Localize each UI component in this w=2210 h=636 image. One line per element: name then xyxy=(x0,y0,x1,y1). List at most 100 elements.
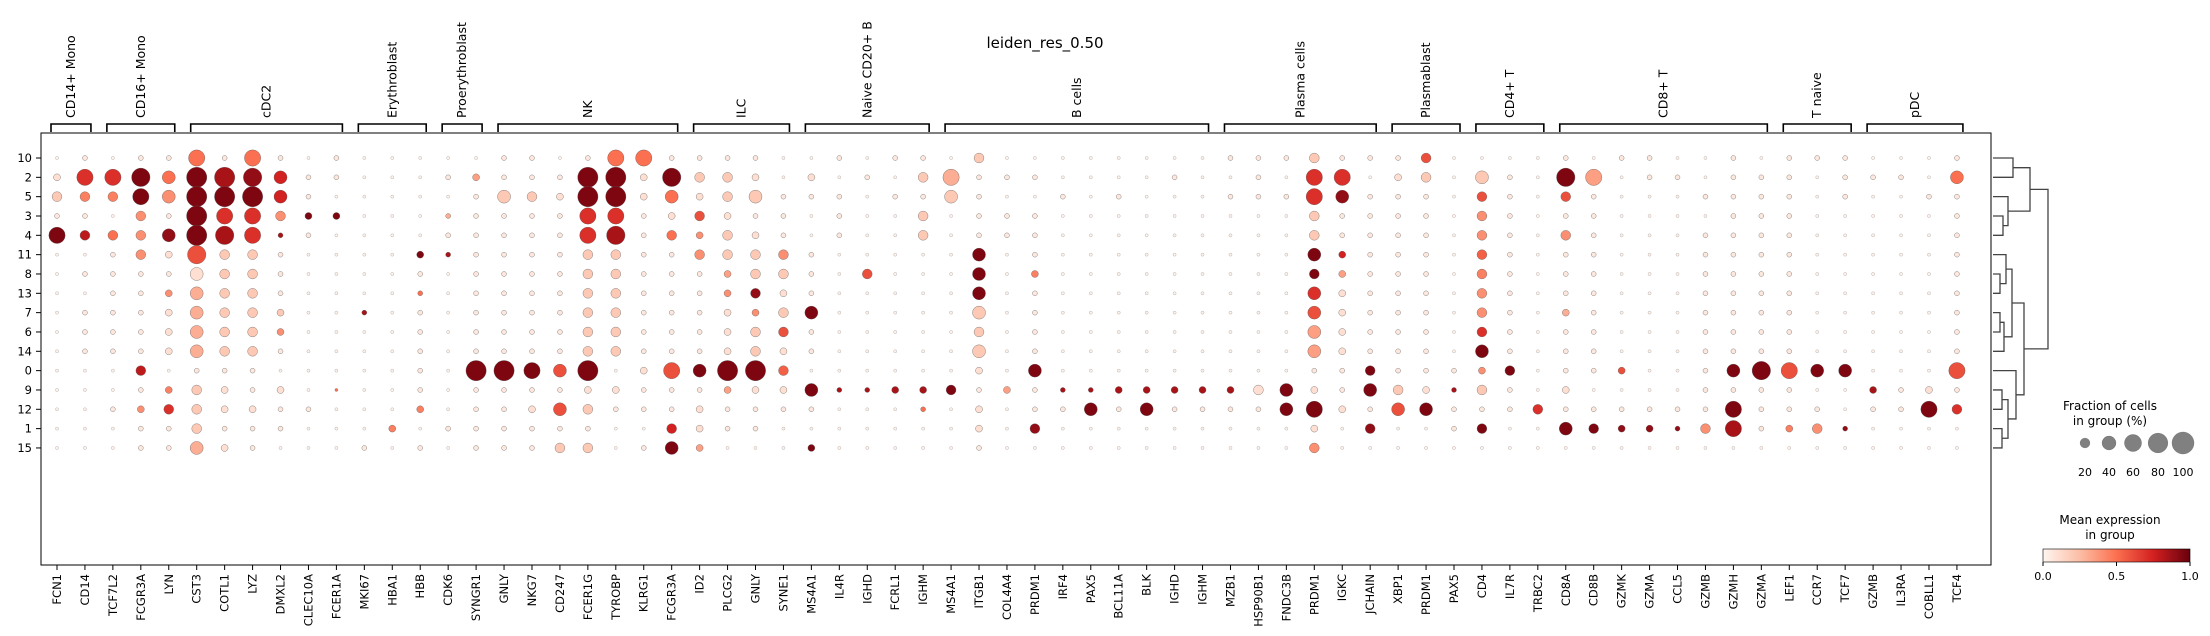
gene-label: GZMH xyxy=(1726,574,1740,609)
dot xyxy=(949,349,953,353)
dot xyxy=(695,424,704,433)
dendrogram-branch xyxy=(1993,196,2009,227)
dot xyxy=(748,189,763,204)
dot xyxy=(390,233,394,237)
dot xyxy=(1170,386,1179,394)
dot xyxy=(1899,252,1903,257)
dot xyxy=(1255,194,1262,200)
gene-label: PAX5 xyxy=(1447,574,1461,603)
dot xyxy=(362,349,366,353)
dot xyxy=(1507,232,1513,238)
gene-label: PRDM1 xyxy=(1028,574,1042,615)
dot xyxy=(529,387,535,393)
dot xyxy=(724,425,731,432)
dot xyxy=(523,362,541,379)
dot xyxy=(501,387,507,393)
size-legend-tick: 40 xyxy=(2102,466,2116,479)
dot xyxy=(165,328,173,336)
dot xyxy=(473,387,479,393)
dot xyxy=(1592,388,1596,392)
dot xyxy=(334,426,339,431)
dot xyxy=(1758,425,1764,432)
dot xyxy=(191,423,202,434)
dot xyxy=(417,329,423,335)
dot xyxy=(893,349,897,353)
gene-label: CD14 xyxy=(78,574,92,606)
dot xyxy=(723,270,732,278)
dot xyxy=(1451,425,1457,432)
dot xyxy=(138,310,144,316)
gene-label: BLK xyxy=(1140,574,1154,596)
dot xyxy=(1365,423,1376,434)
dot xyxy=(1367,213,1373,219)
dot xyxy=(132,188,150,205)
dot xyxy=(110,271,116,277)
dot xyxy=(1307,247,1321,262)
size-legend-dot xyxy=(2124,434,2142,452)
dot xyxy=(110,310,116,316)
dot xyxy=(1619,349,1624,353)
dot xyxy=(1675,349,1680,353)
dot xyxy=(501,174,507,180)
dot xyxy=(1927,175,1931,179)
dot xyxy=(417,445,423,451)
row-labels: 10 2 5 3 4 11 8 13 7 6 14 0 9 12 1 15 xyxy=(17,151,41,455)
dot xyxy=(553,363,567,378)
dot xyxy=(1339,367,1345,374)
dot xyxy=(584,386,592,394)
dot xyxy=(55,330,59,334)
dot xyxy=(1200,330,1205,334)
dot xyxy=(1758,406,1764,412)
dot xyxy=(334,252,339,257)
dendrogram-branch xyxy=(2008,167,2031,212)
dot xyxy=(1675,272,1680,276)
dendrogram-branch xyxy=(2002,398,2009,439)
dot xyxy=(579,226,597,244)
group-bracket xyxy=(1475,123,1545,132)
dot xyxy=(216,207,233,225)
dot xyxy=(585,155,591,161)
dot xyxy=(582,326,593,338)
dot xyxy=(1476,384,1488,396)
dot xyxy=(1117,446,1121,450)
dot xyxy=(1843,407,1847,411)
dot xyxy=(1815,330,1819,334)
dot xyxy=(1311,367,1317,374)
group-bracket xyxy=(497,123,679,132)
dot xyxy=(388,424,396,433)
dot xyxy=(1927,446,1931,450)
dot xyxy=(1143,386,1151,394)
dot xyxy=(1005,407,1009,411)
dot xyxy=(1899,214,1903,218)
dot xyxy=(1647,446,1652,450)
dot-marks xyxy=(48,149,1966,455)
dot xyxy=(333,174,340,180)
dot xyxy=(723,386,732,394)
dot xyxy=(1395,329,1401,335)
dot xyxy=(275,210,286,222)
dot xyxy=(1703,214,1708,218)
dot xyxy=(1335,189,1349,204)
dot xyxy=(1559,421,1573,436)
dot xyxy=(752,213,759,219)
dot xyxy=(893,446,897,450)
dot xyxy=(1061,272,1065,276)
dot xyxy=(1032,406,1038,412)
dot xyxy=(417,387,423,393)
dot xyxy=(1619,291,1624,295)
dot xyxy=(1200,175,1205,179)
dot xyxy=(723,328,732,336)
dot xyxy=(55,388,59,392)
dot xyxy=(1338,250,1346,259)
dot xyxy=(219,326,230,338)
dot xyxy=(1948,362,1966,379)
dot xyxy=(1423,367,1429,374)
dot xyxy=(809,368,814,373)
dot xyxy=(669,271,675,277)
dot xyxy=(1172,233,1177,237)
dot xyxy=(1480,156,1484,160)
dendrogram-branch xyxy=(1993,427,2003,449)
dot xyxy=(1256,349,1261,353)
dot xyxy=(473,290,479,296)
dot xyxy=(362,156,366,160)
